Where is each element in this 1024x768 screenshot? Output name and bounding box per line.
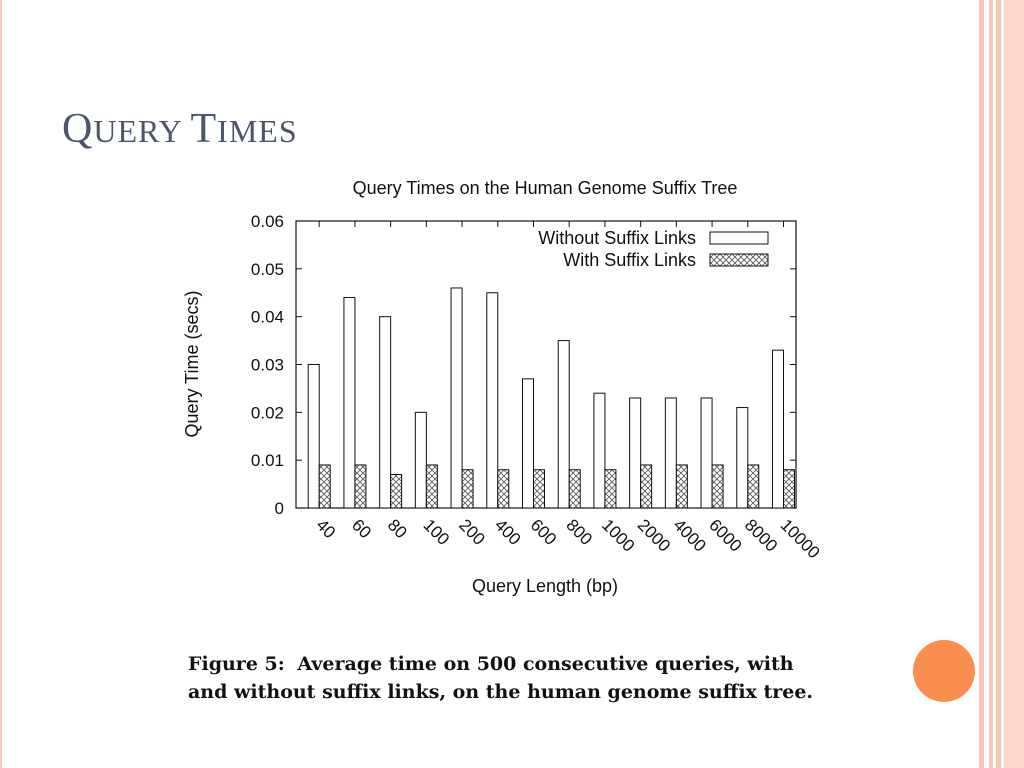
bar-with-suffix-links	[747, 464, 760, 509]
bar-with-suffix-links	[318, 464, 331, 509]
y-tick-label: 0	[275, 499, 284, 518]
x-tick-label: 800	[562, 515, 595, 548]
bar-with-suffix-links	[783, 469, 795, 509]
bar-with-suffix-links	[425, 464, 438, 509]
bar-without-suffix-links	[450, 287, 463, 509]
decorative-stripe	[979, 0, 984, 768]
bar-without-suffix-links	[700, 397, 713, 509]
decorative-orange-circle	[913, 640, 975, 702]
y-tick-label: 0.04	[251, 308, 284, 327]
decorative-stripe	[1004, 0, 1024, 768]
x-tick-label: 2000	[634, 515, 674, 555]
x-tick-label: 400	[491, 515, 524, 548]
bar-without-suffix-links	[522, 378, 534, 509]
bar-without-suffix-links	[629, 397, 642, 509]
bar-without-suffix-links	[486, 292, 499, 509]
bar-without-suffix-links	[343, 297, 356, 509]
bar-without-suffix-links	[414, 411, 427, 509]
x-tick-label: 1000	[598, 515, 638, 555]
caption-label: Figure 5:	[188, 653, 285, 675]
x-axis-label: Query Length (bp)	[472, 576, 618, 596]
legend-swatch-without	[709, 231, 769, 245]
x-tick-label: 80	[384, 515, 411, 542]
slide-title: QUERY TIMES	[62, 105, 298, 153]
bar-with-suffix-links	[497, 469, 510, 509]
slide-title-uery: UERY	[93, 113, 191, 149]
bar-without-suffix-links	[557, 340, 570, 509]
x-tick-label: 60	[348, 515, 375, 542]
bar-with-suffix-links	[675, 464, 688, 509]
legend-label: With Suffix Links	[563, 250, 696, 270]
x-tick-label: 10000	[777, 515, 820, 562]
slide-title-t: T	[190, 106, 218, 152]
y-tick-label: 0.01	[251, 451, 284, 470]
slide-title-q: Q	[62, 106, 94, 152]
bar-with-suffix-links	[390, 474, 403, 509]
bar-with-suffix-links	[533, 469, 545, 509]
bar-with-suffix-links	[640, 464, 653, 509]
y-tick-label: 0.02	[251, 403, 284, 422]
figure-caption: Figure 5: Average time on 500 consecutiv…	[188, 650, 828, 706]
bar-chart: Query Times on the Human Genome Suffix T…	[182, 178, 820, 596]
x-tick-label: 200	[455, 515, 488, 548]
caption-text: Average time on 500 consecutive queries,…	[188, 653, 814, 703]
slide-title-imes: IMES	[217, 113, 298, 149]
bar-without-suffix-links	[593, 392, 606, 509]
bar-without-suffix-links	[379, 316, 392, 509]
x-tick-label: 40	[312, 515, 339, 542]
left-edge-stripe	[0, 0, 2, 768]
y-tick-label: 0.06	[251, 212, 284, 231]
legend-label: Without Suffix Links	[538, 228, 696, 248]
chart-title: Query Times on the Human Genome Suffix T…	[353, 178, 738, 198]
bar-without-suffix-links	[736, 407, 749, 509]
x-tick-label: 100	[420, 515, 453, 548]
legend-swatch-with	[709, 253, 769, 267]
bar-without-suffix-links	[307, 364, 320, 509]
decorative-stripe	[996, 0, 1001, 768]
x-tick-label: 8000	[741, 515, 781, 555]
x-tick-label: 4000	[670, 515, 710, 555]
bar-with-suffix-links	[354, 464, 367, 509]
bar-with-suffix-links	[461, 469, 474, 509]
bar-without-suffix-links	[664, 397, 677, 509]
bar-with-suffix-links	[604, 469, 617, 509]
x-tick-label: 600	[527, 515, 560, 548]
decorative-stripe	[989, 0, 993, 768]
y-tick-label: 0.05	[251, 260, 284, 279]
y-tick-label: 0.03	[251, 356, 284, 375]
bar-without-suffix-links	[772, 349, 784, 509]
bar-with-suffix-links	[711, 464, 724, 509]
bar-with-suffix-links	[568, 469, 581, 509]
y-axis-label: Query Time (secs)	[182, 290, 202, 437]
x-tick-label: 6000	[705, 515, 745, 555]
